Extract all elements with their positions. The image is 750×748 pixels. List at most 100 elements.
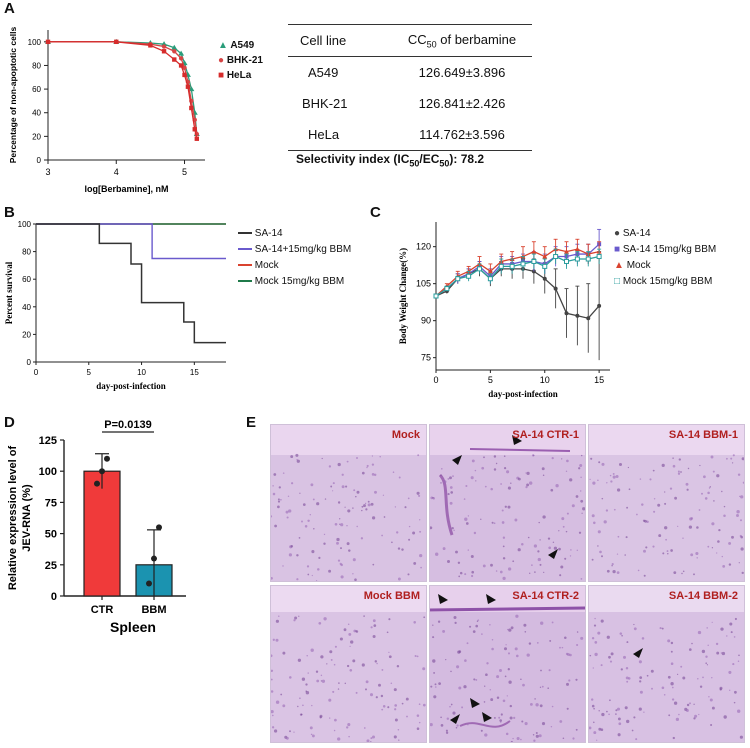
y-axis-label: JEV-RNA (%) [21,484,33,552]
y-tick-label: 125 [39,435,57,447]
table-row: A549 126.649±3.896 [308,65,506,80]
x-tick-label: 0 [433,375,438,385]
y-tick-label: 20 [22,330,31,339]
arrow-icon [438,594,448,604]
bar-ctr [83,470,121,597]
arrow-icon [482,712,492,722]
data-point [178,63,184,68]
data-point [189,105,194,111]
data-point [178,50,185,56]
y-axis-label: Body Weight Change(%) [398,248,408,344]
selectivity-index: Selectivity index (IC50/EC50): 78.2 [296,152,485,169]
histology-tile: SA-14 CTR-1 [429,424,586,582]
data-point [192,127,197,132]
x-axis-label: Spleen [110,619,156,635]
legend-item-sa14-bbm: ■ SA-14 15mg/kg BBM [614,244,717,255]
dose-response-chart: 0 20 40 60 80 100 3 4 5 log[Berbamine], nM Percent… [8,26,205,194]
data-point [564,258,569,264]
data-point [574,246,580,252]
legend-item-mock-bbm: □ Mock 15mg/kg BBM [614,276,713,287]
legend-item-mock: ▲ Mock [614,260,651,271]
x-axis-label: day-post-infection [488,389,558,399]
x-tick-label: 0 [34,368,39,377]
legend-item-sa14: ● SA-14 [614,228,651,239]
data-point [172,57,177,62]
histology-tile: Mock BBM [270,585,427,743]
legend-item-hela: ■ HeLa [218,70,252,81]
arrow-icon [548,549,558,559]
table-row: HeLa 114.762±3.596 [288,119,532,151]
data-point [585,256,591,262]
legend-item-sa14: SA-14 [238,226,351,242]
data-point [498,263,504,269]
x-axis-label: day-post-infection [96,381,166,391]
data-point [433,293,439,299]
arrow-icon [470,698,480,708]
arrow-icon [512,435,522,445]
x-tick-label: CTR [91,604,114,616]
data-point [553,254,559,260]
data-point [597,303,602,308]
data-point [171,44,178,50]
table-header-cell-line: Cell line [300,33,347,48]
panel-label-b: B [4,204,15,221]
y-tick-label: 75 [45,497,57,509]
y-tick-label: 60 [22,275,31,284]
data-point [178,56,184,61]
data-point [531,258,537,264]
data-point [542,254,548,259]
histology-grid: Mock SA-14 CTR-1 SA-14 BBM-1 Mock BBM SA… [270,424,745,743]
data-point [156,524,162,531]
panel-label-a: A [4,0,15,17]
body-weight-chart: 75 90 105 120 0 5 10 15 day-post-infection Body W… [398,222,610,399]
legend-item-mock-bbm: Mock 15mg/kg BBM [238,274,351,290]
table-row: BHK-21 126.841±2.426 [302,96,506,111]
y-tick-label: 0 [27,358,32,367]
data-point [151,555,157,562]
x-tick-label: 5 [182,167,187,177]
x-tick-label: 10 [137,368,146,377]
data-point [466,273,472,279]
data-point [161,41,168,47]
survival-chart: 0 20 40 60 80 100 0 5 10 15 day-post-infection Perc… [4,220,226,391]
y-tick-label: 100 [28,38,42,47]
histology-tile: SA-14 CTR-2 [429,585,586,743]
data-point [542,276,547,281]
weight-line [435,255,600,297]
data-point [172,49,177,54]
data-point [161,49,167,54]
data-point [104,455,110,462]
y-tick-label: 80 [22,248,31,257]
y-tick-label: 100 [18,220,32,229]
arrow-icon [486,594,496,604]
data-point [564,249,569,254]
y-tick-label: 40 [32,109,41,118]
y-axis-label: Percent survival [4,261,14,324]
x-axis-label: log[Berbamine], nM [84,184,168,194]
y-tick-label: 50 [45,529,57,541]
y-tick-label: 105 [416,279,431,289]
histology-tile: Mock [270,424,427,582]
histology-tile: SA-14 BBM-1 [588,424,745,582]
legend-item-a549: ▲ A549 [218,40,255,51]
data-point [574,256,580,262]
weight-line [435,248,600,297]
y-tick-label: 25 [45,560,57,572]
data-point [146,580,152,587]
data-point [477,266,482,272]
y-tick-label: 80 [32,61,41,70]
p-value: P=0.0139 [104,420,151,431]
data-point [99,468,105,475]
rna-expression-chart: 0 25 50 75 100 125 CTR BBM P=0.0139 Spleen Relativ… [7,420,186,635]
weight-line [435,268,600,319]
legend-item-bhk21: ● BHK-21 [218,55,263,66]
data-point [148,43,153,48]
curve-a549 [48,41,198,135]
y-tick-label: 0 [37,156,42,165]
data-point [520,261,526,267]
data-point [455,276,461,282]
y-tick-label: 75 [421,353,431,363]
x-tick-label: 5 [87,368,92,377]
dose-response-legend: ▲ A549 ● BHK-21 ■ HeLa [218,38,263,83]
x-tick-label: 4 [114,167,119,177]
